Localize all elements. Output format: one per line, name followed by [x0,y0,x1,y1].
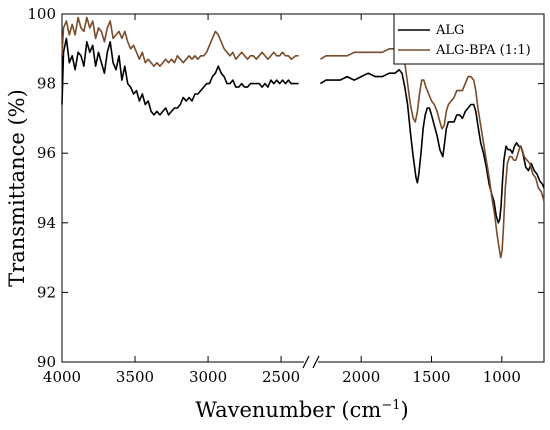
axis-break-slash [302,355,310,369]
x-tick-label: 1000 [483,368,521,386]
x-axis-title-main: Wavenumber (cm [195,398,381,422]
legend-box [393,13,545,65]
axis-break-slash [312,355,320,369]
series-line [61,16,299,67]
y-tick-label: 94 [37,214,56,232]
series-line [319,68,545,224]
y-tick-label: 100 [27,5,56,23]
y-tick-label: 98 [37,75,56,93]
legend-label: ALG [435,23,464,38]
x-tick-label: 2000 [342,368,380,386]
y-tick-label: 96 [37,144,56,162]
x-axis-title-close: ) [400,398,408,422]
x-axis-title: Wavenumber (cm−1) [195,398,408,422]
axis-ticks: 4000 3500 3000 2500 2000 1500 1000 90 92 94 96 98 10… [27,5,544,386]
y-tick-label: 90 [37,353,56,371]
x-tick-label: 2500 [262,368,300,386]
series-line [61,37,299,116]
y-axis-title: Transmittance (%) [5,89,29,287]
x-axis-title-sup: −1 [381,398,400,413]
legend: ALG ALG-BPA (1:1) [393,13,545,65]
plot-frame [61,13,545,363]
x-tick-label: 3000 [189,368,227,386]
legend-label: ALG-BPA (1:1) [435,43,531,58]
axis-break [302,354,320,370]
y-tick-label: 92 [37,283,56,301]
x-tick-label: 3500 [116,368,154,386]
plot-area [61,13,545,363]
x-tick-label: 1500 [412,368,450,386]
x-tick-label: 4000 [43,368,81,386]
